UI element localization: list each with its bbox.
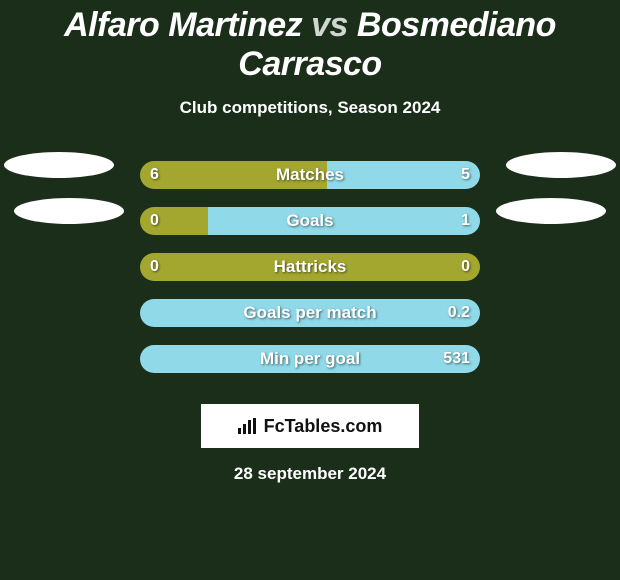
stat-row: 531Min per goal xyxy=(0,336,620,382)
bar-left xyxy=(140,207,208,235)
date-text: 28 september 2024 xyxy=(0,464,620,484)
stat-row: 00Hattricks xyxy=(0,244,620,290)
brand-text: FcTables.com xyxy=(264,416,383,437)
bar-left xyxy=(140,161,327,189)
bar-left xyxy=(140,253,480,281)
player-left-name: Alfaro Martinez xyxy=(64,6,302,44)
content: Alfaro Martinez vs Bosmediano Carrasco C… xyxy=(0,0,620,580)
bar-right xyxy=(140,345,480,373)
bar-track: 65Matches xyxy=(140,161,480,189)
bar-track: 00Hattricks xyxy=(140,253,480,281)
subtitle: Club competitions, Season 2024 xyxy=(0,98,620,118)
stat-row: 01Goals xyxy=(0,198,620,244)
bar-right xyxy=(327,161,480,189)
page-title: Alfaro Martinez vs Bosmediano Carrasco xyxy=(0,6,620,84)
brand-box: FcTables.com xyxy=(201,404,419,448)
stat-row: 0.2Goals per match xyxy=(0,290,620,336)
bar-right xyxy=(208,207,480,235)
chart-icon xyxy=(238,418,258,434)
bar-track: 0.2Goals per match xyxy=(140,299,480,327)
bar-right xyxy=(140,299,480,327)
compare-area: 65Matches 01Goals 00Hattricks 0.2Goals per … xyxy=(0,152,620,382)
vs-text: vs xyxy=(311,6,348,44)
bar-track: 01Goals xyxy=(140,207,480,235)
stat-row: 65Matches xyxy=(0,152,620,198)
bar-track: 531Min per goal xyxy=(140,345,480,373)
